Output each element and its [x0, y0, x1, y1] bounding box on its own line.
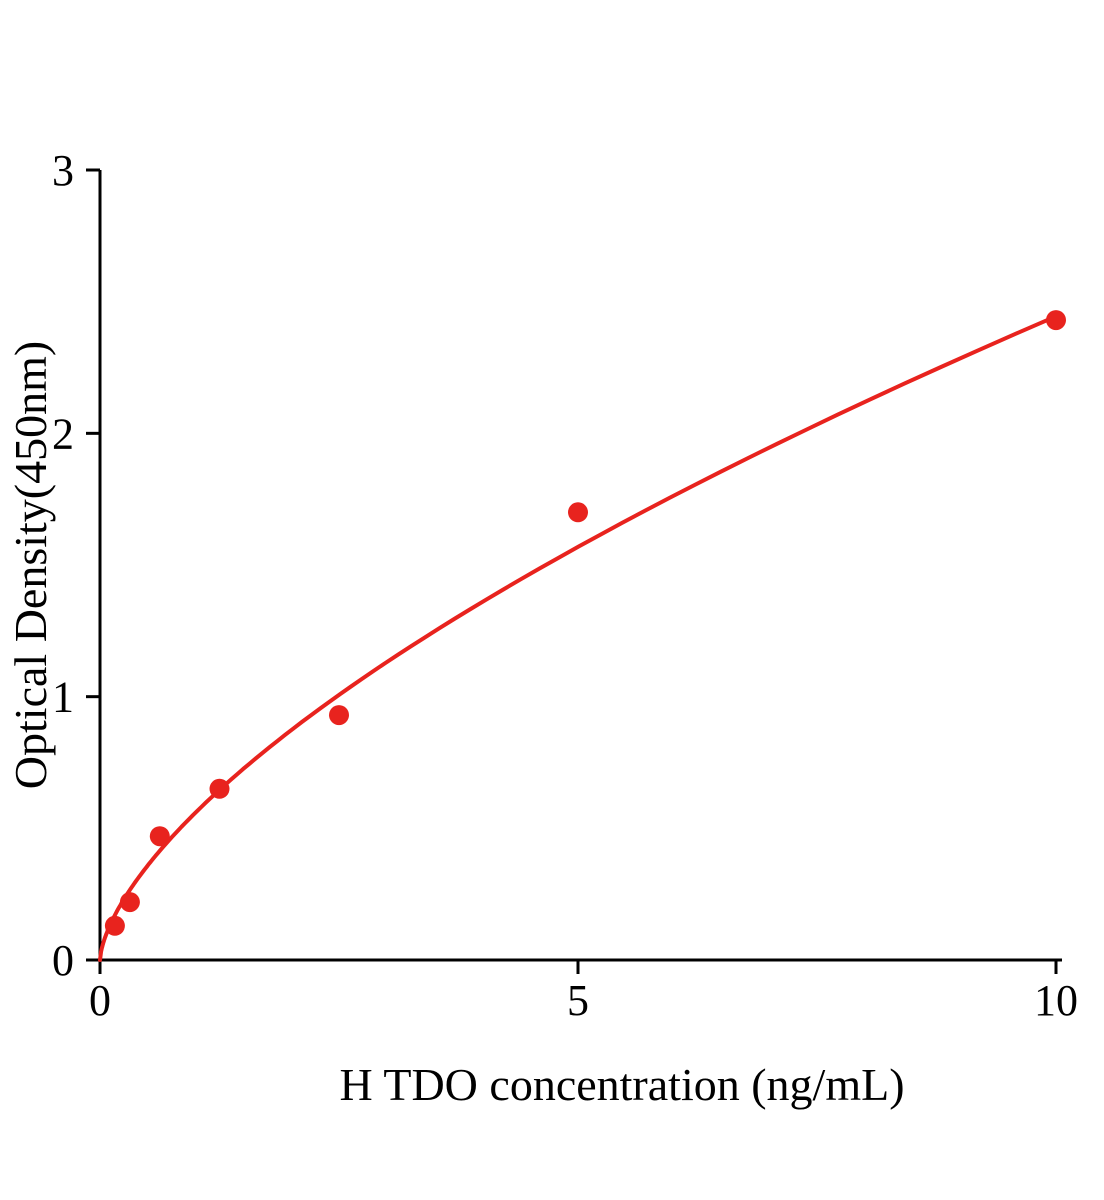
data-point — [1046, 310, 1066, 331]
data-point — [568, 502, 588, 523]
curve-layer — [98, 314, 1058, 962]
data-point — [104, 915, 125, 936]
data-point — [119, 892, 140, 913]
data-point — [329, 705, 349, 726]
y-tick-label: 1 — [52, 673, 74, 722]
data-point — [209, 778, 230, 799]
data-point — [149, 826, 170, 847]
x-tick-label: 10 — [1034, 976, 1078, 1025]
fit-curve-line — [98, 314, 1058, 962]
x-tick-label: 5 — [567, 976, 589, 1025]
x-axis-title: H TDO concentration (ng/mL) — [339, 1059, 904, 1110]
y-tick-label: 0 — [52, 936, 74, 985]
axes-layer: 0 5 10 0 1 2 3 — [52, 146, 1078, 1025]
y-axis-title: Optical Density(450nm) — [5, 341, 56, 789]
x-tick-label: 0 — [89, 976, 111, 1025]
y-tick-label: 3 — [52, 146, 74, 195]
points-layer — [104, 310, 1066, 936]
y-tick-label: 2 — [52, 409, 74, 458]
